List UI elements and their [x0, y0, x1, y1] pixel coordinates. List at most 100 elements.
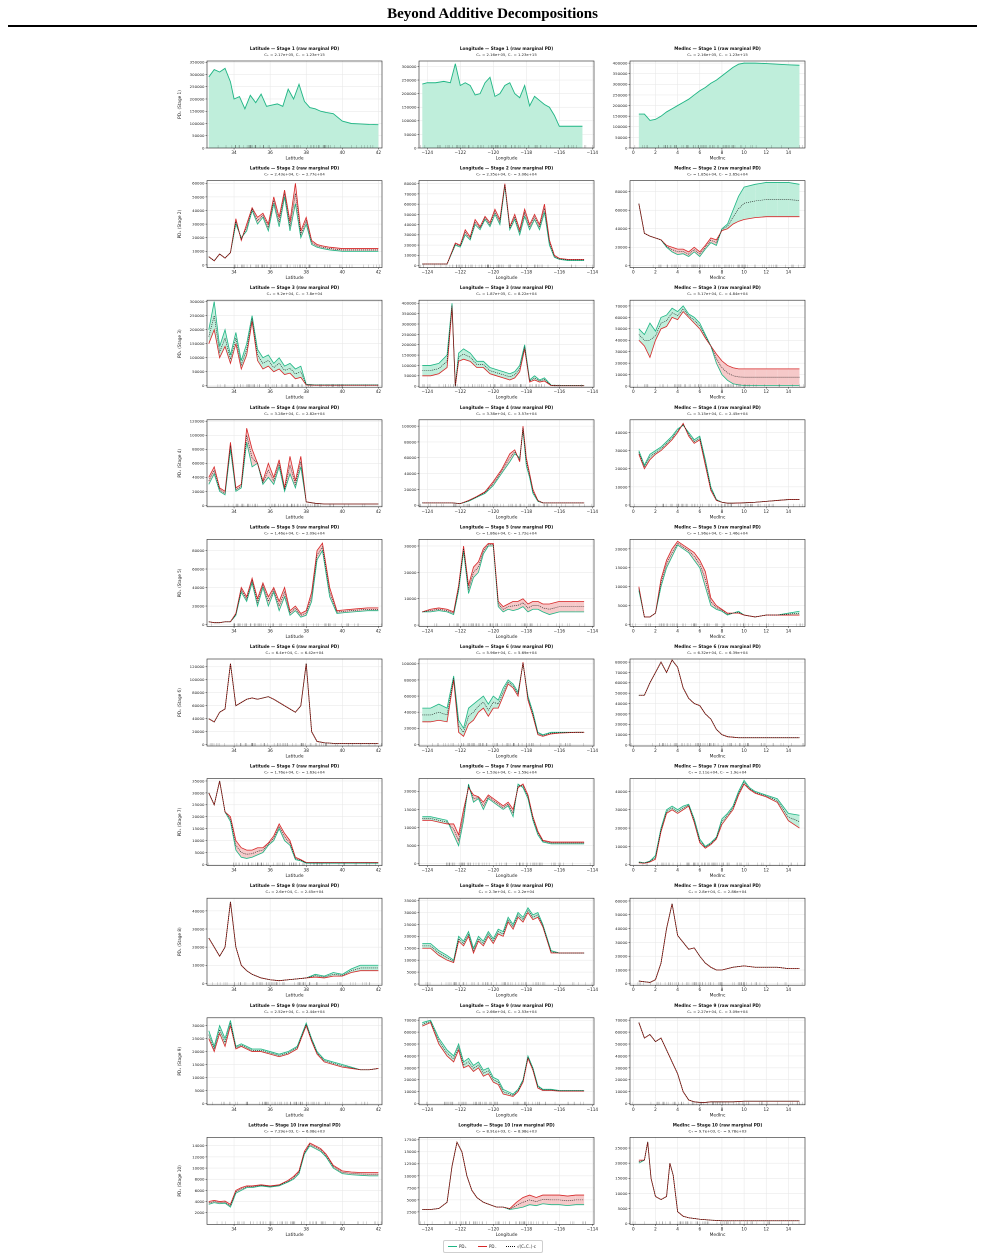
- x-tick-label: 40: [340, 868, 346, 873]
- x-axis-label: Latitude: [285, 395, 303, 401]
- y-tick-label: 50000: [192, 194, 205, 199]
- x-tick-label: 38: [304, 987, 310, 992]
- chart-subtitle: C₊ = 2.66e+04, C₋ = 2.53e+04: [476, 1009, 537, 1014]
- x-tick-label: −122: [455, 389, 467, 394]
- x-tick-label: 2: [654, 509, 657, 514]
- plot-frame: [629, 539, 806, 627]
- chart-subtitle: C₊ = 2.16e+05, C₋ = 1.23e+15: [687, 52, 748, 57]
- pd-mid-line: [208, 663, 379, 744]
- y-tick-label: 35000: [192, 778, 205, 783]
- x-tick-label: 42: [376, 868, 382, 873]
- pd-band-segment: [766, 368, 778, 386]
- pd-band-segment: [351, 965, 361, 973]
- x-tick-label: 6: [698, 270, 701, 275]
- y-tick-label: 40000: [404, 471, 417, 476]
- y-tick-label: 20000: [615, 1077, 628, 1082]
- chart-title: Latitude — Stage 5 (raw marginal PD): [250, 524, 339, 529]
- x-tick-label: 40: [340, 628, 346, 633]
- pd-band-segment: [716, 354, 722, 375]
- pd-mid-line: [422, 544, 585, 614]
- x-tick-label: 2: [654, 1226, 657, 1231]
- pd-band-segment: [235, 484, 242, 492]
- chart-panel: Longitude — Stage 10 (raw marginal PD)C₊…: [404, 1122, 598, 1238]
- x-tick-label: 0: [632, 868, 635, 873]
- pd-mid-line: [422, 1141, 585, 1210]
- pd-neg-line: [638, 1022, 800, 1103]
- x-axis-label: MedInc: [710, 156, 726, 162]
- pd-neg-line: [422, 1141, 585, 1210]
- x-tick-label: −116: [554, 150, 566, 155]
- y-tick-label: 0: [202, 383, 205, 388]
- pd-neg-line: [422, 662, 585, 737]
- x-tick-label: 40: [340, 1107, 346, 1112]
- x-tick-label: 38: [304, 389, 310, 394]
- y-tick-label: 30000: [615, 940, 628, 945]
- x-tick-label: 6: [698, 868, 701, 873]
- y-tick-label: 80000: [192, 548, 205, 553]
- pd-mid-line: [208, 901, 379, 981]
- pd-pos-line: [638, 544, 800, 618]
- y-tick-label: 10000: [404, 1173, 417, 1178]
- pd-band-segment: [288, 1046, 298, 1055]
- y-tick-label: 20000: [404, 242, 417, 247]
- y-tick-label: 20000: [615, 361, 628, 366]
- x-tick-label: −114: [587, 748, 599, 753]
- plot-frame: [629, 778, 806, 866]
- pd-band-segment: [683, 249, 689, 257]
- pd-mid-line: [422, 1020, 585, 1096]
- y-tick-label: 400000: [402, 301, 417, 306]
- pd-neg-line: [638, 422, 800, 504]
- y-tick-label: 0: [414, 742, 417, 747]
- pd-neg-line: [638, 311, 800, 370]
- y-tick-label: 70000: [615, 303, 628, 308]
- x-tick-label: 12: [764, 1226, 770, 1231]
- pd-band-segment: [644, 454, 650, 469]
- x-tick-label: 34: [231, 987, 237, 992]
- y-tick-label: 5000: [618, 1206, 628, 1211]
- x-tick-label: 6: [698, 628, 701, 633]
- chart-subtitle: C₊ = 6.32e+04, C₋ = 6.39e+04: [687, 650, 748, 655]
- plot-frame: [206, 60, 383, 149]
- x-tick-label: 6: [698, 150, 701, 155]
- plot-frame: [418, 299, 595, 388]
- x-tick-label: −124: [421, 987, 433, 992]
- pd-neg-line: [208, 1024, 379, 1071]
- pd-band-segment: [683, 305, 689, 318]
- plot-frame: [629, 299, 806, 388]
- x-axis-label: Latitude: [285, 1112, 303, 1118]
- pd-mid-line: [638, 199, 800, 255]
- x-axis-label: Latitude: [285, 873, 303, 879]
- plot-frame: [629, 1137, 806, 1225]
- pd-band-segment: [458, 348, 464, 362]
- y-tick-label: 80000: [404, 677, 417, 682]
- chart-subtitle: C₊ = 2.16e+05, C₋ = 1.23e+15: [476, 52, 537, 57]
- legend-swatch-pos: [448, 1246, 457, 1247]
- x-tick-label: 10: [741, 270, 747, 275]
- y-tick-label: 60000: [404, 455, 417, 460]
- chart-title: Longitude — Stage 8 (raw marginal PD): [460, 883, 553, 888]
- pd-band-segment: [360, 1172, 370, 1176]
- pd-band-segment: [666, 548, 673, 568]
- x-tick-label: 34: [231, 509, 237, 514]
- chart-panel: Latitude — Stage 3 (raw marginal PD)C₊ =…: [177, 285, 383, 401]
- x-tick-label: 0: [632, 270, 635, 275]
- x-tick-label: −120: [488, 389, 500, 394]
- x-tick-label: 40: [340, 150, 346, 155]
- y-tick-label: 50000: [404, 212, 417, 217]
- chart-title: Longitude — Stage 5 (raw marginal PD): [460, 524, 553, 529]
- plot-frame: [418, 778, 595, 866]
- y-tick-label: 0: [414, 384, 417, 389]
- chart-subtitle: C₊ = 1.86e+04, C₋ = 1.72e+04: [476, 530, 537, 535]
- pd-mid-line: [422, 909, 585, 962]
- x-tick-label: 36: [267, 270, 273, 275]
- pd-band-segment: [268, 463, 274, 485]
- x-tick-label: 14: [786, 270, 792, 275]
- y-tick-label: 80000: [404, 439, 417, 444]
- pd-band-segment: [527, 601, 533, 612]
- x-axis-label: MedInc: [710, 873, 726, 879]
- pd-band-segment: [268, 587, 274, 607]
- chart-subtitle: C₊ = 2.35e+04, C₋ = 3.06e+04: [476, 172, 537, 177]
- pd-mid-line: [638, 423, 800, 504]
- x-tick-label: −114: [587, 1226, 599, 1231]
- y-tick-label: 50000: [192, 369, 205, 374]
